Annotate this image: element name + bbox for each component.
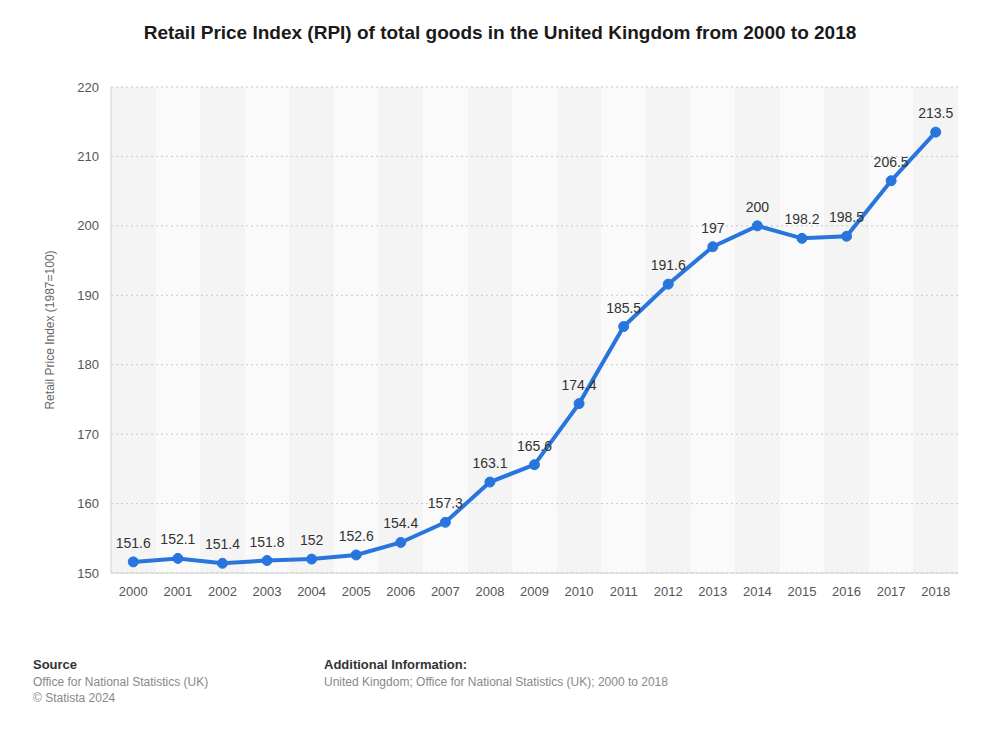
- svg-text:152.6: 152.6: [339, 528, 374, 544]
- svg-text:150: 150: [77, 566, 99, 581]
- svg-text:200: 200: [746, 199, 770, 215]
- svg-text:2013: 2013: [698, 584, 727, 599]
- svg-text:2009: 2009: [520, 584, 549, 599]
- html-text:Source: Source: [33, 657, 78, 672]
- svg-text:191.6: 191.6: [651, 257, 686, 273]
- svg-text:2012: 2012: [654, 584, 683, 599]
- svg-text:2010: 2010: [565, 584, 594, 599]
- svg-text:185.5: 185.5: [606, 300, 641, 316]
- svg-text:2015: 2015: [788, 584, 817, 599]
- svg-text:157.3: 157.3: [428, 495, 463, 511]
- svg-text:163.1: 163.1: [472, 455, 507, 471]
- svg-text:174.4: 174.4: [562, 377, 597, 393]
- svg-text:2006: 2006: [386, 584, 415, 599]
- svg-text:213.5: 213.5: [918, 105, 953, 121]
- svg-text:2018: 2018: [921, 584, 950, 599]
- svg-text:206.5: 206.5: [874, 154, 909, 170]
- svg-text:Retail Price Index (1987=100): Retail Price Index (1987=100): [43, 250, 57, 409]
- svg-text:2008: 2008: [475, 584, 504, 599]
- html-text:© Statista 2024: © Statista 2024: [33, 691, 116, 705]
- svg-text:190: 190: [77, 288, 99, 303]
- svg-text:180: 180: [77, 357, 99, 372]
- svg-text:154.4: 154.4: [383, 515, 418, 531]
- svg-text:152: 152: [300, 532, 324, 548]
- svg-text:2005: 2005: [342, 584, 371, 599]
- svg-text:152.1: 152.1: [160, 531, 195, 547]
- html-text:Retail Price Index (RPI) of to: Retail Price Index (RPI) of total goods …: [143, 22, 857, 43]
- html-text:Additional Information:: Additional Information:: [324, 657, 467, 672]
- svg-text:197: 197: [701, 220, 725, 236]
- svg-text:2004: 2004: [297, 584, 326, 599]
- svg-text:2001: 2001: [163, 584, 192, 599]
- svg-text:2000: 2000: [119, 584, 148, 599]
- svg-text:220: 220: [77, 80, 99, 95]
- svg-text:210: 210: [77, 149, 99, 164]
- svg-text:198.5: 198.5: [829, 209, 864, 225]
- svg-text:2003: 2003: [253, 584, 282, 599]
- svg-text:160: 160: [77, 496, 99, 511]
- html-text:Office for National Statistics: Office for National Statistics (UK): [33, 675, 209, 689]
- svg-text:200: 200: [77, 218, 99, 233]
- svg-text:2017: 2017: [877, 584, 906, 599]
- svg-text:170: 170: [77, 427, 99, 442]
- svg-text:151.8: 151.8: [250, 534, 285, 550]
- svg-text:165.6: 165.6: [517, 438, 552, 454]
- svg-text:2014: 2014: [743, 584, 772, 599]
- svg-text:2007: 2007: [431, 584, 460, 599]
- svg-text:2002: 2002: [208, 584, 237, 599]
- svg-text:151.4: 151.4: [205, 536, 240, 552]
- svg-text:151.6: 151.6: [116, 535, 151, 551]
- svg-text:198.2: 198.2: [784, 211, 819, 227]
- svg-text:2016: 2016: [832, 584, 861, 599]
- html-text:United Kingdom; Office for Nat: United Kingdom; Office for National Stat…: [324, 675, 668, 689]
- svg-text:2011: 2011: [610, 584, 638, 599]
